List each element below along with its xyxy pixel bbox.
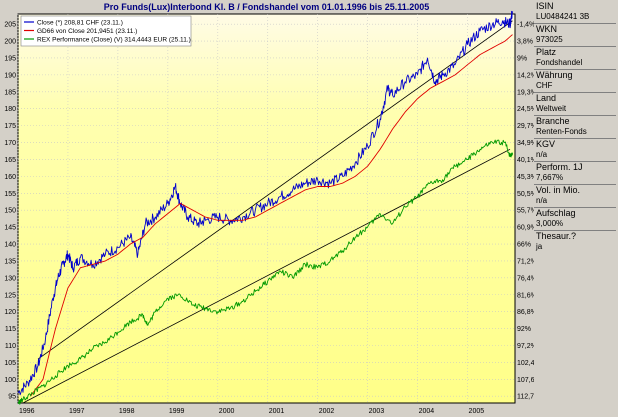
x-tick-label: 1999: [169, 408, 185, 415]
x-tick-label: 2001: [269, 408, 285, 415]
y-tick-label: 120: [4, 309, 16, 316]
y-tick-label: 195: [4, 55, 16, 62]
y-tick-label: 205: [4, 22, 16, 29]
chart-title: Pro Funds(Lux)Interbond Kl. B / Fondshan…: [103, 2, 430, 12]
y-tick-label: 170: [4, 140, 16, 147]
y-right-tick-label: 14,2%: [517, 72, 534, 79]
y-right-tick-label: 55,7%: [517, 208, 534, 215]
info-branche: Branche Renten-Fonds: [534, 115, 616, 138]
gd66-series-line: [30, 34, 513, 397]
y-tick-label: 115: [5, 326, 16, 333]
x-tick-label: 2004: [419, 408, 435, 415]
y-right-tick-label: 66%: [517, 242, 531, 249]
trend-line: [22, 148, 511, 404]
y-right-tick-label: 112,7%: [517, 394, 534, 401]
x-tick-label: 1998: [119, 408, 135, 415]
y-right-tick-label: 71,2%: [517, 258, 534, 265]
y-right-tick-label: 50,5%: [517, 191, 534, 198]
info-volume: Vol. in Mio. n/a: [534, 184, 616, 207]
x-tick-label: 2003: [369, 408, 385, 415]
info-perform: Perform. 1J 7,667%: [534, 161, 616, 184]
plot-area: [17, 13, 516, 404]
y-tick-label: 125: [4, 292, 16, 299]
y-tick-label: 180: [4, 106, 16, 113]
y-right-tick-label: 81,6%: [517, 292, 534, 299]
y-right-tick-label: 3,8%: [517, 39, 533, 46]
chart: 95 112,7% 100 107,6% 105 102,4% 110 97,2% 115 92%…: [4, 10, 534, 415]
y-right-tick-label: 19,3%: [517, 89, 534, 96]
y-tick-label: 165: [4, 157, 16, 164]
y-tick-label: 175: [4, 123, 16, 130]
close-series-line: [17, 10, 513, 396]
info-panel: ISIN LU0484241 3B WKN 973025 Platz Fondshan…: [534, 1, 616, 416]
y-tick-label: 100: [4, 377, 16, 384]
info-waehrung: Währung CHF: [534, 69, 616, 92]
y-tick-label: 160: [4, 174, 16, 181]
x-tick-label: 2000: [219, 408, 235, 415]
y-right-tick-label: 107,6%: [517, 377, 534, 384]
legend-label: REX Performance (Close) (V) 314,4443 EUR…: [37, 37, 191, 44]
y-tick-label: 95: [8, 394, 16, 401]
info-thesaur: Thesaur.? ja: [534, 230, 616, 253]
y-right-tick-label: -1,4%: [517, 22, 534, 29]
info-land: Land Weltweit: [534, 92, 616, 115]
y-tick-label: 145: [4, 225, 16, 232]
y-right-tick-label: 92%: [517, 326, 531, 333]
x-tick-label: 1996: [19, 408, 35, 415]
y-right-tick-label: 97,2%: [517, 343, 534, 350]
x-tick-label: 2002: [319, 408, 335, 415]
y-tick-label: 185: [4, 89, 16, 96]
y-tick-label: 155: [4, 191, 16, 198]
y-right-tick-label: 86,8%: [517, 309, 534, 316]
y-right-tick-label: 29,7%: [517, 123, 534, 130]
y-right-tick-label: 34,9%: [517, 140, 534, 147]
y-right-tick-label: 102,4%: [517, 360, 534, 367]
info-isin: ISIN LU0484241 3B: [536, 1, 590, 21]
legend-box: [20, 15, 192, 47]
y-right-tick-label: 60,9%: [517, 225, 534, 232]
legend-label: GD66 von Close 201,9451 (23.11.): [37, 28, 137, 35]
y-tick-label: 200: [4, 39, 16, 46]
y-right-tick-label: 9%: [517, 55, 527, 62]
y-tick-label: 110: [5, 343, 16, 350]
x-tick-label: 2005: [469, 408, 485, 415]
info-aufschlag: Aufschlag 3,000%: [534, 207, 616, 230]
y-tick-label: 190: [4, 72, 16, 79]
y-right-tick-label: 40,1%: [517, 157, 534, 164]
info-platz: Platz Fondshandel: [534, 46, 616, 69]
y-tick-label: 150: [4, 208, 16, 215]
rex-series-line: [17, 139, 513, 405]
y-tick-label: 105: [4, 360, 16, 367]
info-kgv: KGV n/a: [534, 138, 616, 161]
y-right-tick-label: 45,3%: [517, 174, 534, 181]
legend-label: Close (*) 208,81 CHF (23.11.): [37, 20, 123, 27]
y-tick-label: 135: [4, 258, 16, 265]
x-tick-label: 1997: [69, 408, 85, 415]
y-tick-label: 130: [4, 275, 16, 282]
y-tick-label: 140: [4, 242, 16, 249]
info-wkn: WKN 973025: [534, 23, 616, 46]
y-right-tick-label: 76,4%: [517, 275, 534, 282]
y-right-tick-label: 24,5%: [517, 106, 534, 113]
